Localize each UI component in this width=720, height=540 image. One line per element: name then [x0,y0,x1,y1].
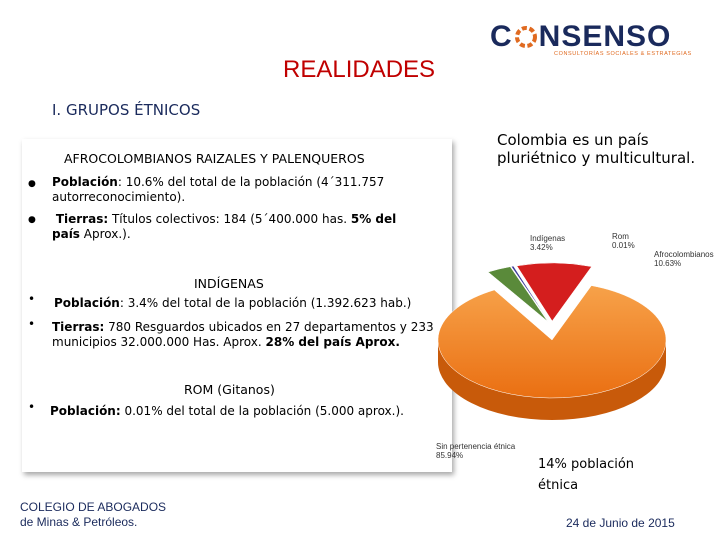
pie-label-afro: Afrocolombianos 10.63% [654,250,714,268]
pie-label-rom: Rom 0.01% [612,232,635,250]
pie-slice-sin-pertenencia-tnica [437,285,667,399]
logo-o-icon [514,25,538,49]
afro-heading: AFROCOLOMBIANOS RAIZALES Y PALENQUEROS [64,151,365,166]
ethnic-pie-chart: Indígenas 3.42% Rom 0.01% Afrocolombianos 1… [428,220,714,470]
afro-tierras-item: Tierras: Títulos colectivos: 184 (5´400.… [52,212,397,241]
pluriethnic-statement: Colombia es un país pluriétnico y multic… [497,131,696,167]
footer-org-line2: de Minas & Petróleos. [20,515,138,529]
bullet-icon: • [28,400,36,414]
pie-slice-ind-genas [487,266,548,322]
pie-slice-rom [510,265,550,322]
bullet-icon: • [28,317,36,331]
ethnic-groups-box: AFROCOLOMBIANOS RAIZALES Y PALENQUEROS ●… [22,139,452,472]
pie-svg [437,262,667,420]
indigenas-poblacion-item: Población: 3.4% del total de la població… [54,296,412,310]
pie-label-indigenas: Indígenas 3.42% [530,234,566,252]
pie-label-sin-pertenencia: Sin pertenencia étnica 85.94% [436,442,516,460]
consenso-logo: C NSENSO CONSULTORÍAS SOCIALES & ESTRATE… [490,22,700,66]
footer-organization: COLEGIO DE ABOGADOS de Minas & Petróleos… [20,500,166,530]
pie-depth-shadow [438,340,666,420]
footer-date: 24 de Junio de 2015 [566,516,675,530]
rom-heading: ROM (Gitanos) [184,382,275,397]
afro-poblacion-item: Población: 10.6% del total de la poblaci… [52,175,385,204]
pie-slice-afrocolombianos [516,262,593,322]
indigenas-heading: INDÍGENAS [194,276,264,291]
logo-letter-c: C [490,20,513,53]
rom-poblacion-item: Población: 0.01% del total de la poblaci… [50,404,404,418]
footer-org-line1: COLEGIO DE ABOGADOS [20,500,167,514]
bullet-icon: ● [28,215,36,225]
slide-title: REALIDADES [283,56,436,83]
bullet-icon: • [28,292,36,306]
ethnic-percentage-note: 14% población étnica [538,457,635,493]
section-subtitle: I. GRUPOS ÉTNICOS [52,101,201,119]
logo-brand-rest: NSENSO [538,20,672,53]
logo-tagline: CONSULTORÍAS SOCIALES & ESTRATEGIAS [554,51,692,57]
bullet-icon: ● [28,179,36,189]
indigenas-tierras-item: Tierras: 780 Resguardos ubicados en 27 d… [52,320,434,349]
